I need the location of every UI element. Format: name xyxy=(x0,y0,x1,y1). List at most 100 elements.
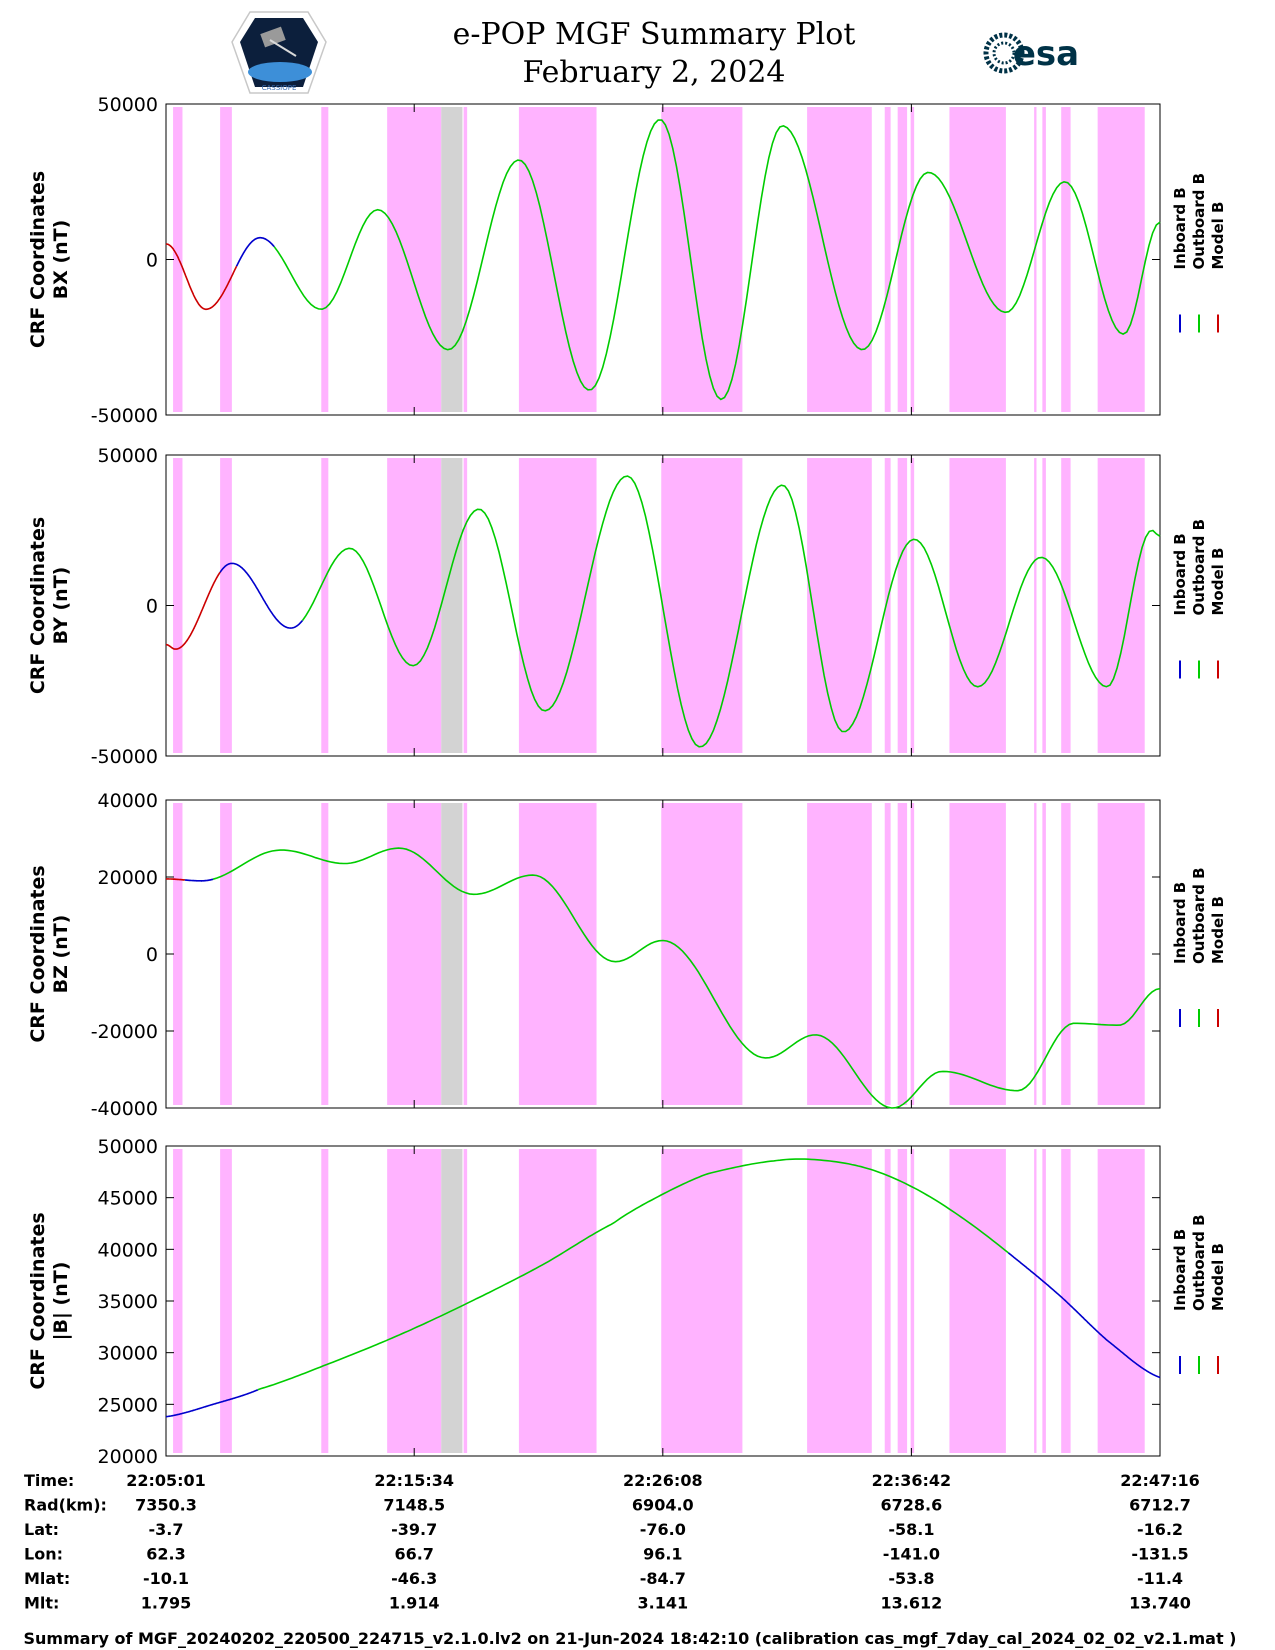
shaded-region xyxy=(897,458,908,753)
shaded-region xyxy=(897,107,908,412)
y-tick-label: 40000 xyxy=(98,1239,158,1261)
legend-label: Outboard B xyxy=(1190,519,1208,616)
series-line-inboard xyxy=(184,878,214,883)
series-line-inboard xyxy=(219,562,304,629)
shaded-region xyxy=(1034,107,1037,412)
shaded-region-gray xyxy=(441,107,463,412)
panel-1: 50000 0 -50000 CRF Coordinates BX (nT) Inboar… xyxy=(27,94,1227,427)
shaded-region-gray xyxy=(441,803,463,1105)
y-tick-label: 0 xyxy=(146,596,158,618)
y-tick-label: -40000 xyxy=(91,1098,158,1120)
ephemeris-cell: 62.3 xyxy=(146,1545,185,1564)
shaded-region xyxy=(1042,1149,1046,1453)
y-tick-label: 20000 xyxy=(98,867,158,889)
ephemeris-row-label: Mlt: xyxy=(24,1594,59,1613)
ephemeris-cell: 7350.3 xyxy=(135,1496,197,1515)
shaded-region xyxy=(897,803,908,1105)
ephemeris-cell: 6728.6 xyxy=(881,1496,943,1515)
y-tick-label: -50000 xyxy=(91,405,158,427)
shaded-region xyxy=(884,1149,891,1453)
series-line-model xyxy=(165,243,238,311)
series-line-outboard xyxy=(301,475,1161,748)
legend-label: Model B xyxy=(1209,1243,1227,1311)
ephemeris-cell: -3.7 xyxy=(149,1520,184,1539)
ephemeris-cell: 13.740 xyxy=(1129,1594,1191,1613)
ephemeris-cell: 6904.0 xyxy=(632,1496,694,1515)
shaded-region xyxy=(1097,1149,1145,1453)
series-line-outboard xyxy=(212,847,1161,1109)
legend-label: Outboard B xyxy=(1190,1214,1208,1311)
shaded-region xyxy=(949,803,1006,1105)
shaded-region xyxy=(518,803,597,1105)
ephemeris-cell: -58.1 xyxy=(888,1520,934,1539)
cassiope-logo: CASSIOPE xyxy=(231,11,327,94)
shaded-region xyxy=(173,458,183,753)
shaded-region xyxy=(661,1149,743,1453)
shaded-region-gray xyxy=(441,458,463,753)
ephemeris-cell: 22:36:42 xyxy=(872,1471,952,1490)
footer-caption: Summary of MGF_20240202_220500_224715_v2… xyxy=(24,1629,1237,1648)
y-tick-label: 30000 xyxy=(98,1343,158,1365)
series-line-model xyxy=(166,878,186,881)
ephemeris-cell: 1.914 xyxy=(389,1594,440,1613)
y-tick-label: 50000 xyxy=(98,1136,158,1158)
y-axis-label-line1: CRF Coordinates xyxy=(27,171,49,348)
ephemeris-cell: -84.7 xyxy=(640,1569,686,1588)
ephemeris-cell: 66.7 xyxy=(394,1545,433,1564)
shaded-region xyxy=(661,803,743,1105)
legend-label: Inboard B xyxy=(1171,1229,1189,1311)
ephemeris-cell: -141.0 xyxy=(883,1545,940,1564)
shaded-region xyxy=(463,458,468,753)
legend-label: Model B xyxy=(1209,896,1227,964)
y-tick-label: 40000 xyxy=(98,790,158,812)
legend-label: Inboard B xyxy=(1171,187,1189,269)
series-line-inboard xyxy=(166,1389,259,1418)
shaded-region xyxy=(463,107,468,412)
shaded-region xyxy=(1042,803,1046,1105)
shaded-region xyxy=(1061,107,1071,412)
y-tick-label: -20000 xyxy=(91,1021,158,1043)
shaded-region xyxy=(1034,1149,1037,1453)
ephemeris-cell: -131.5 xyxy=(1131,1545,1188,1564)
ephemeris-cell: 22:15:34 xyxy=(374,1471,454,1490)
shaded-region xyxy=(220,1149,232,1453)
shaded-region xyxy=(1061,458,1071,753)
series-line-inboard xyxy=(1007,1252,1161,1379)
legend-label: Outboard B xyxy=(1190,173,1208,270)
shaded-region xyxy=(949,107,1006,412)
series-line-inboard xyxy=(235,236,275,267)
shaded-region xyxy=(1061,803,1071,1105)
shaded-region xyxy=(807,458,872,753)
shaded-region xyxy=(463,803,468,1105)
ephemeris-cell: 96.1 xyxy=(643,1545,682,1564)
shaded-region xyxy=(173,107,183,412)
ephemeris-cell: 6712.7 xyxy=(1129,1496,1191,1515)
y-axis-label-line1: CRF Coordinates xyxy=(27,1212,49,1389)
ephemeris-cell: 1.795 xyxy=(141,1594,192,1613)
y-axis-label-line2: BY (nT) xyxy=(50,567,72,645)
ephemeris-cell: 22:05:01 xyxy=(126,1471,206,1490)
shaded-region xyxy=(884,458,891,753)
shaded-region xyxy=(1034,458,1037,753)
shaded-region xyxy=(220,803,232,1105)
shaded-region xyxy=(807,803,872,1105)
ephemeris-cell: 13.612 xyxy=(881,1594,943,1613)
y-tick-label: 35000 xyxy=(98,1291,158,1313)
panel-2: 50000 0 -50000 CRF Coordinates BY (nT) Inboar… xyxy=(27,445,1227,768)
esa-logo: esa xyxy=(983,32,1079,74)
y-axis-label-line1: CRF Coordinates xyxy=(27,517,49,694)
shaded-region xyxy=(387,107,442,412)
shaded-region xyxy=(220,107,232,412)
y-tick-label: 0 xyxy=(146,250,158,272)
shaded-region xyxy=(1097,458,1145,753)
legend-label: Outboard B xyxy=(1190,867,1208,964)
shaded-region xyxy=(321,803,329,1105)
shaded-region xyxy=(1042,107,1046,412)
y-axis-label-line2: BZ (nT) xyxy=(50,915,72,994)
ephemeris-cell: -16.2 xyxy=(1137,1520,1183,1539)
shaded-region xyxy=(1097,107,1145,412)
y-tick-label: 25000 xyxy=(98,1394,158,1416)
shaded-region xyxy=(897,1149,908,1453)
shaded-region xyxy=(807,107,872,412)
